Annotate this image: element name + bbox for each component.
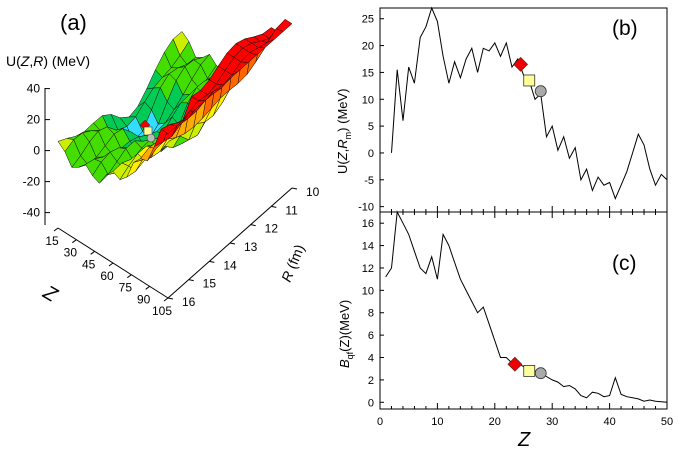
- x-tick-label: 20: [489, 416, 501, 428]
- circle-marker: [534, 85, 547, 98]
- x-tick-label: 10: [431, 416, 443, 428]
- z-tick-label: 60: [100, 269, 114, 283]
- u-tick-label: -20: [23, 175, 41, 189]
- u-tick-label: 20: [27, 113, 41, 127]
- y-tick-label: 8: [368, 308, 374, 320]
- r-tick-label: 13: [244, 240, 258, 254]
- surface-mesh: [57, 18, 293, 184]
- y-tick-label: 15: [362, 67, 374, 79]
- panel-b-x-ticks: [379, 206, 668, 212]
- panel-b-y-ticks: -10 -5 0 5 10 15 20 25: [358, 14, 384, 214]
- circle-marker: [146, 133, 156, 143]
- r-tick-mark: [229, 242, 236, 245]
- r-tick-label: 15: [203, 277, 217, 291]
- surface-cell: [160, 124, 178, 135]
- z-tick-label: 45: [82, 257, 96, 271]
- x-tick-label: 0: [377, 416, 383, 428]
- panel-c-label: (c): [612, 252, 637, 275]
- r-tick-mark: [209, 260, 215, 263]
- z-tick-mark: [53, 227, 59, 232]
- square-marker: [523, 365, 536, 377]
- circle-marker: [534, 367, 547, 380]
- panel-a-r-axis-label: R (fm): [278, 242, 307, 284]
- y-tick-label: 5: [368, 121, 374, 133]
- r-tick-label: 14: [223, 258, 237, 272]
- panel-b-markers: [513, 56, 547, 98]
- z-tick-mark: [108, 262, 114, 267]
- diamond-marker: [507, 356, 523, 372]
- z-tick-label: 15: [45, 234, 59, 248]
- y-tick-label: 2: [368, 375, 374, 387]
- z-tick-mark: [163, 297, 169, 302]
- z-tick-mark: [145, 285, 150, 290]
- panel-b-label: (b): [612, 17, 638, 40]
- z-tick-mark: [72, 239, 77, 244]
- panel-c-y-axis-label: Bqf(Z)(MeV): [337, 300, 355, 368]
- panel-c-x-axis-label: Z: [517, 429, 531, 451]
- z-tick-mark: [90, 250, 95, 255]
- y-tick-label: -10: [358, 202, 374, 214]
- r-tick-mark: [188, 279, 194, 282]
- x-tick-label: 50: [661, 416, 673, 428]
- u-tick-label: -40: [23, 206, 41, 220]
- panel-a-y-axis-label: U(Z,R) (MeV): [6, 53, 90, 69]
- x-tick-label: 30: [546, 416, 558, 428]
- r-axis-ticks: 10 11 12 13 14 15 16: [167, 185, 320, 309]
- r-tick-mark: [250, 224, 256, 227]
- r-tick-label: 11: [285, 203, 298, 217]
- y-tick-label: 20: [362, 41, 374, 53]
- y-tick-label: 14: [362, 241, 374, 253]
- panel-c-y-ticks: 0 2 4 6 8 10 12 14 16: [362, 218, 384, 409]
- z-tick-label: 105: [152, 304, 172, 318]
- y-tick-label: 10: [362, 285, 374, 297]
- square-marker: [523, 74, 536, 87]
- y-tick-label: -5: [364, 175, 374, 187]
- r-tick-mark: [167, 297, 174, 300]
- y-tick-label: 10: [362, 94, 374, 106]
- panel-a-markers: [139, 119, 156, 143]
- z-tick-mark: [127, 274, 132, 279]
- r-tick-mark: [291, 187, 298, 190]
- panel-c-frame: [379, 211, 668, 410]
- panel-b-line-chart: -10 -5 0 5 10 15 20 25 (b) U(Z,Rm) (MeV): [335, 6, 668, 214]
- z-tick-label: 30: [64, 246, 78, 260]
- x-tick-label: 40: [603, 416, 615, 428]
- r-tick-label: 10: [306, 185, 320, 199]
- u-tick-label: 0: [33, 144, 40, 158]
- r-tick-label: 16: [182, 295, 196, 309]
- panel-c-markers: [507, 356, 547, 380]
- y-tick-label: 12: [362, 263, 374, 275]
- u-axis-ticks: 40 20 0 -20 -40: [23, 82, 50, 220]
- r-tick-mark: [271, 205, 277, 208]
- y-tick-label: 4: [368, 353, 374, 365]
- y-tick-label: 25: [362, 14, 374, 26]
- u-tick-label: 40: [27, 82, 41, 96]
- z-tick-label: 75: [119, 281, 133, 295]
- panel-c-x-ticks: 0 10 20 30 40 50: [377, 212, 673, 428]
- diamond-marker: [513, 56, 529, 72]
- panel-a-label: (a): [60, 10, 87, 35]
- z-tick-label: 90: [137, 292, 151, 306]
- panel-b-y-axis-label: U(Z,Rm) (MeV): [335, 88, 353, 174]
- y-tick-label: 0: [368, 397, 374, 409]
- y-tick-label: 0: [368, 148, 374, 160]
- y-tick-label: 16: [362, 218, 374, 230]
- y-tick-label: 6: [368, 330, 374, 342]
- r-tick-label: 12: [265, 222, 279, 236]
- panel-c-line-chart: 0 2 4 6 8 10 12 14 16 0 10 20 30 40 50 (c) Bqf(Z)(MeV…: [337, 210, 673, 451]
- panel-a-z-axis-label: Z: [38, 281, 61, 307]
